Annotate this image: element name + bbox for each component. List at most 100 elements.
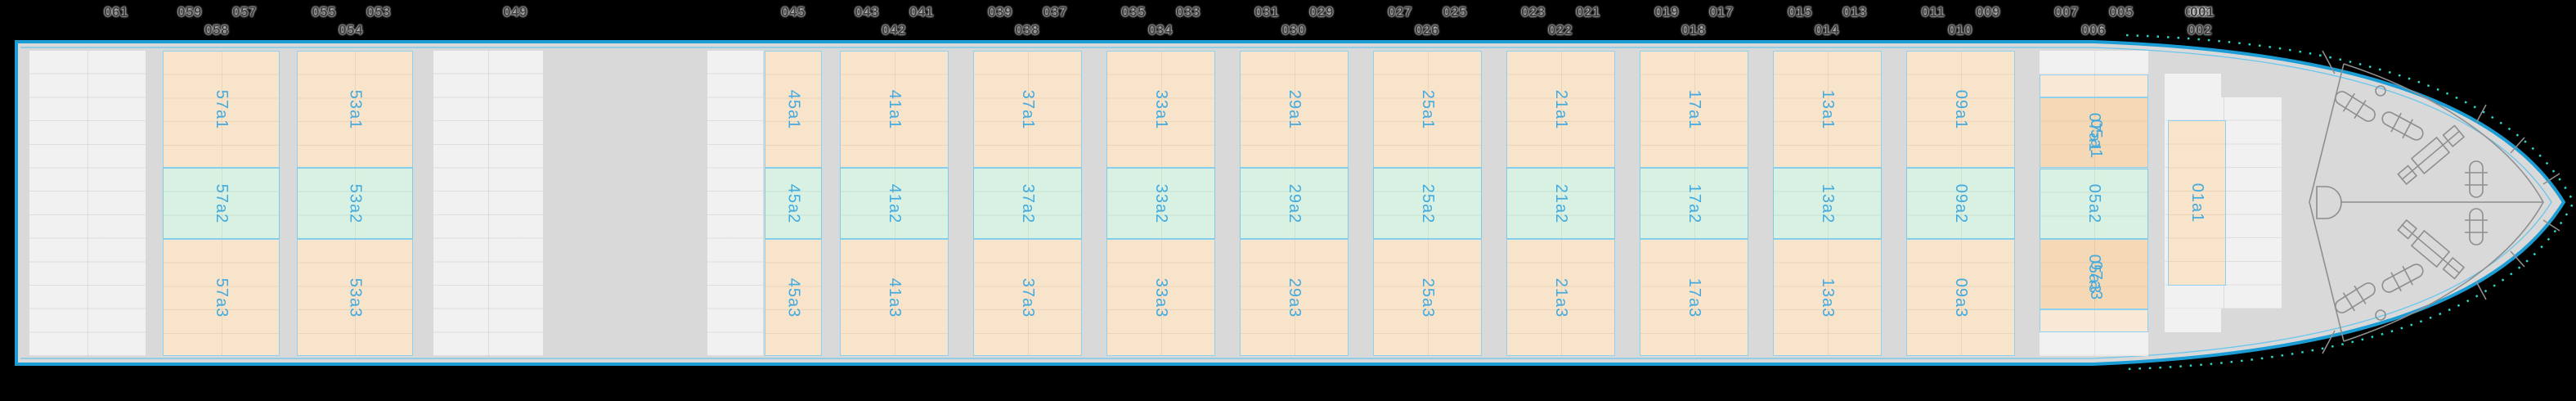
bay-section-empty [2040,51,2148,74]
bay-number-006: 006 [2081,22,2106,38]
bay-section-13a3[interactable]: 13a3 [1773,239,1882,356]
cell-row-lines [1374,169,1481,238]
bay-section-37a2[interactable]: 37a2 [973,168,1082,239]
bay-section-label: 21a2 [1552,183,1570,223]
bay-number-054: 054 [339,22,363,38]
bay-section-29a3[interactable]: 29a3 [1240,239,1349,356]
cell-row-lines [1774,240,1881,355]
bay-section-17a1[interactable]: 17a1 [1640,51,1748,168]
cell-row-lines [1640,240,1748,355]
bay-section-17a2[interactable]: 17a2 [1640,168,1748,239]
bay-number-035: 035 [1121,4,1146,20]
bay-number-042: 042 [882,22,906,38]
bay-section-33a2[interactable]: 33a2 [1106,168,1215,239]
bay-section-25a2[interactable]: 25a2 [1373,168,1482,239]
cell-column-divider [1694,169,1695,238]
bow-deck-equipment [2309,50,2560,354]
hull-frame-ticks [2322,50,2560,354]
bay-section-05a2[interactable] [2040,168,2148,239]
bay-section-41a2[interactable]: 41a2 [840,168,949,239]
bay-section-41a3[interactable]: 41a3 [840,239,949,356]
bay-number-019: 019 [1654,4,1679,20]
bay-section-empty [2040,332,2148,357]
bay-section-21a3[interactable]: 21a3 [1506,239,1615,356]
bay-section-45a1[interactable]: 45a1 [765,51,822,168]
cell-column-divider [1027,169,1029,238]
bay-section-label: 09a1 [1952,89,1970,129]
bay-section-37a3[interactable]: 37a3 [973,239,1082,356]
cell-column-divider [1827,240,1829,355]
bay-section-25a1[interactable]: 25a1 [1373,51,1482,168]
bay-section-53a3[interactable]: 53a3 [297,239,413,356]
unlabeled-slot-grid [29,51,146,356]
bay-section-37a1[interactable]: 37a1 [973,51,1082,168]
bay-number-059: 059 [177,4,202,20]
bay-section-21a1[interactable]: 21a1 [1506,51,1615,168]
cell-row-lines [1507,240,1614,355]
cell-row-lines [298,240,412,355]
bay-section-label: 57a2 [213,183,231,223]
anchor-gear-icon [2397,219,2466,280]
bay-section-33a3[interactable]: 33a3 [1106,239,1215,356]
cell-column-divider [1827,169,1829,238]
bay-section-label: 41a2 [886,183,904,223]
cell-row-lines [2040,51,2148,74]
bay-section-57a1[interactable]: 57a1 [163,51,280,168]
windlass-icon [2316,186,2342,219]
bay-number-022: 022 [1548,22,1573,38]
cell-column-divider [2094,98,2095,168]
bay-number-031: 031 [1254,4,1279,20]
bay-section-33a1[interactable]: 33a1 [1106,51,1215,168]
bay-section-53a2[interactable]: 53a2 [297,168,413,239]
cell-column-divider [1560,240,1562,355]
bay-number-039: 039 [988,4,1012,20]
bay-section-17a3[interactable]: 17a3 [1640,239,1748,356]
bay-section-13a1[interactable]: 13a1 [1773,51,1882,168]
bay-section-09a2[interactable]: 09a2 [1906,168,2015,239]
bay-section-05a3-07a3[interactable] [2040,238,2148,309]
bay-section-29a2[interactable]: 29a2 [1240,168,1349,239]
bay-number-002: 002 [2188,22,2212,38]
bay-section-13a2[interactable]: 13a2 [1773,168,1882,239]
bay-number-049: 049 [503,4,527,20]
bay-section-29a1[interactable]: 29a1 [1240,51,1349,168]
cell-column-divider [2094,169,2095,238]
bay-section-label: 41a1 [886,89,904,129]
bay-number-027: 027 [1388,4,1412,20]
bay-number-038: 038 [1015,22,1039,38]
bay-section-21a2[interactable]: 21a2 [1506,168,1615,239]
cell-row-lines [29,51,146,356]
bay-section-53a1[interactable]: 53a1 [297,51,413,168]
bay-13: 13a1 13a2 13a3 [1773,51,1882,356]
cell-row-lines [2169,121,2225,285]
bay-section-label: 41a3 [886,277,904,318]
bay-section-57a2[interactable]: 57a2 [163,168,280,239]
cell-row-lines [707,51,763,356]
bay-section-05a1-07a1[interactable] [2040,97,2148,169]
bay-number-029: 029 [1309,4,1334,20]
cell-row-lines [164,169,279,238]
cell-column-divider [1427,240,1429,355]
bay-section-07-edge[interactable] [2040,309,2148,333]
bay-section-57a3[interactable]: 57a3 [163,239,280,356]
cell-row-lines [1907,169,2014,238]
bay-number-053: 053 [366,4,391,20]
bay-number-013: 013 [1842,4,1867,20]
bay-section-25a3[interactable]: 25a3 [1373,239,1482,356]
bay-section-label: 29a3 [1286,277,1304,318]
bay-section-label: 33a2 [1152,183,1170,223]
cell-column-divider [355,169,356,238]
bay-section-label: 37a2 [1019,183,1037,223]
bay-section-45a3[interactable]: 45a3 [765,239,822,356]
bay-section-09a3[interactable]: 09a3 [1906,239,2015,356]
bay-09: 09a1 09a2 09a3 [1906,51,2015,356]
bay-section-45a2[interactable]: 45a2 [765,168,822,239]
bay-section-label: 25a2 [1419,183,1437,223]
bay-section-09a1[interactable]: 09a1 [1906,51,2015,168]
bay-17: 17a1 17a2 17a3 [1640,51,1748,356]
bay-section-07-edge[interactable] [2040,74,2148,98]
bay-section-01a1[interactable]: 01a1 [2168,120,2226,286]
bay-section-label: 57a1 [213,89,231,129]
bay-section-41a1[interactable]: 41a1 [840,51,949,168]
mooring-winch-icon [2381,264,2424,293]
